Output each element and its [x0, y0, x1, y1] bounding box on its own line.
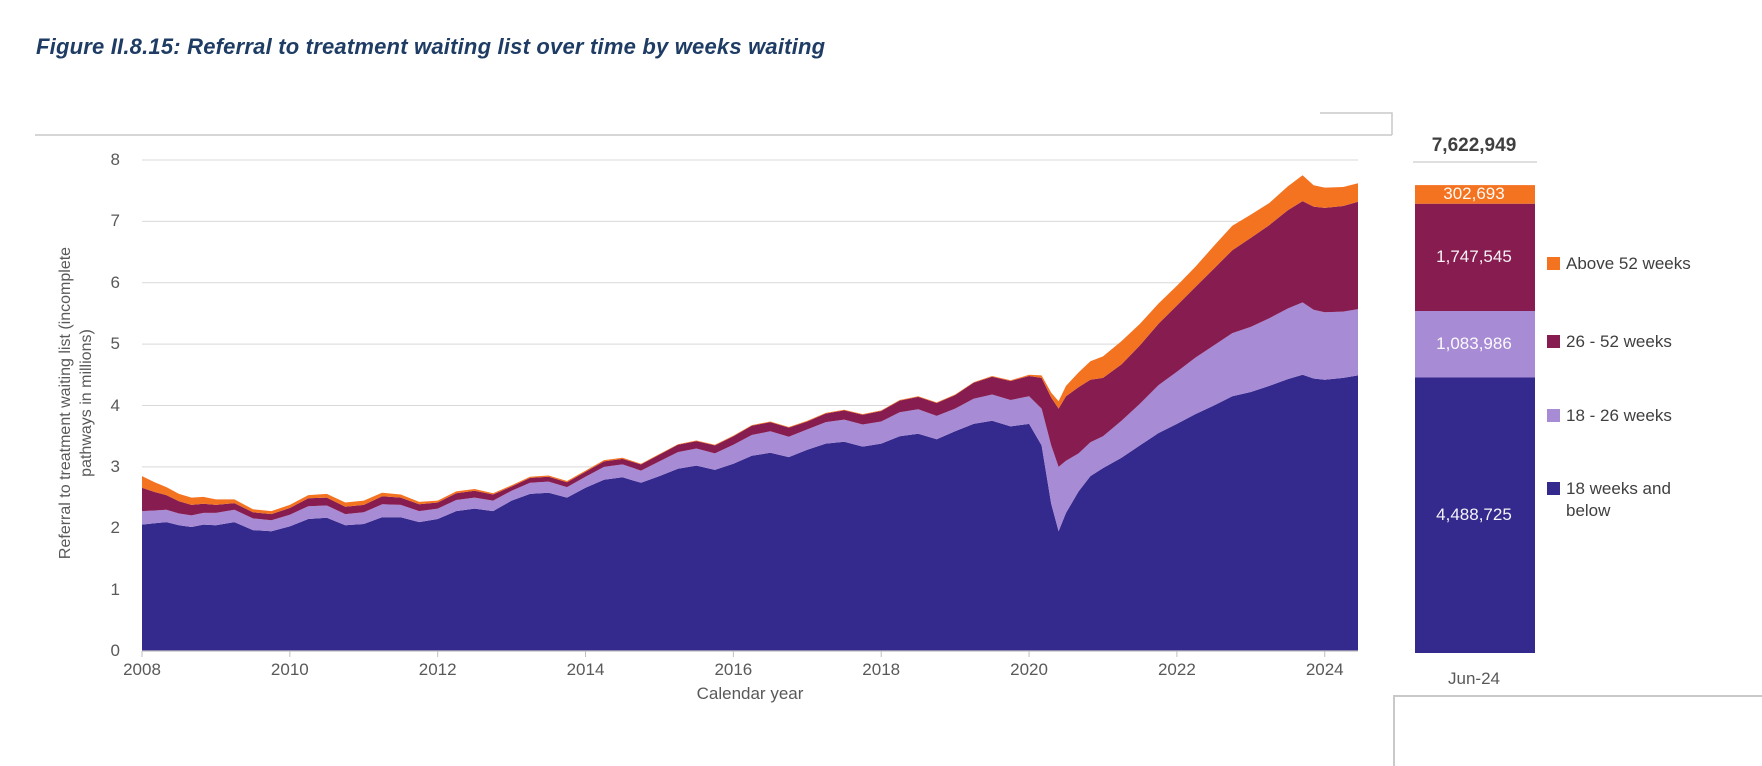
summary-bar-total: 7,622,949 — [1431, 135, 1517, 156]
x-tick-label-2008: 2008 — [123, 660, 161, 679]
frame-bottom-right-box — [1393, 695, 1762, 766]
x-tick-label-2016: 2016 — [714, 660, 753, 679]
legend-swatch-icon — [1547, 409, 1560, 422]
area-series-3 — [142, 201, 1358, 521]
area-series-1 — [142, 374, 1358, 651]
x-tick-label-2018: 2018 — [862, 660, 901, 679]
x-tick-label-2022: 2022 — [1157, 660, 1196, 679]
summary-bar-segment-label: 1,083,986 — [1436, 334, 1512, 353]
summary-bar-segment-label: 1,747,545 — [1436, 247, 1512, 266]
figure-title: Figure II.8.15: Referral to treatment wa… — [36, 34, 826, 59]
y-tick-label-8: 8 — [110, 150, 120, 169]
x-tick-label-2010: 2010 — [270, 660, 309, 679]
legend-swatch-icon — [1547, 335, 1560, 348]
legend-item: 18 weeks and below — [1547, 478, 1737, 522]
axis-lines — [141, 650, 1358, 657]
legend-swatch-icon — [1547, 257, 1560, 270]
summary-bar-segment-label: 4,488,725 — [1436, 505, 1512, 524]
area-series-2 — [142, 302, 1358, 532]
legend-item: 26 - 52 weeks — [1547, 331, 1737, 353]
legend-label: Above 52 weeks — [1566, 254, 1691, 273]
y-tick-label-3: 3 — [110, 456, 120, 476]
x-axis-title: Calendar year — [696, 684, 804, 703]
x-tick-label-2024: 2024 — [1305, 660, 1344, 679]
y-axis-title-line1: Referral to treatment waiting list (inco… — [57, 246, 74, 560]
summary-bar-segment-label: 302,693 — [1443, 184, 1505, 203]
area-series — [142, 175, 1358, 651]
y-tick-label-7: 7 — [110, 211, 120, 231]
y-tick-label-5: 5 — [110, 334, 120, 354]
summary-bar-x-label: Jun-24 — [1448, 669, 1500, 688]
summary-bar — [1413, 161, 1537, 653]
legend-item: Above 52 weeks — [1547, 253, 1737, 275]
legend-label: 18 - 26 weeks — [1566, 406, 1672, 425]
frame-corner-top-right — [1320, 112, 1393, 135]
summary-bar-segment — [1415, 377, 1535, 653]
summary-bar-segment — [1415, 185, 1535, 204]
legend-item: 18 - 26 weeks — [1547, 405, 1737, 427]
summary-bar-segment — [1415, 311, 1535, 378]
y-tick-label-2: 2 — [110, 518, 120, 538]
legend-swatch-icon — [1547, 482, 1560, 495]
y-tick-label-6: 6 — [110, 272, 120, 292]
y-tick-label-4: 4 — [110, 395, 120, 415]
legend-label: 18 weeks and below — [1566, 479, 1671, 520]
x-tick-label-2020: 2020 — [1010, 660, 1048, 679]
legend-label: 26 - 52 weeks — [1566, 332, 1672, 351]
y-tick-label-1: 1 — [110, 579, 120, 599]
y-tick-label-0: 0 — [110, 641, 120, 660]
summary-bar-segment — [1415, 203, 1535, 311]
x-tick-label-2014: 2014 — [566, 660, 605, 679]
x-tick-label-2012: 2012 — [418, 660, 457, 679]
